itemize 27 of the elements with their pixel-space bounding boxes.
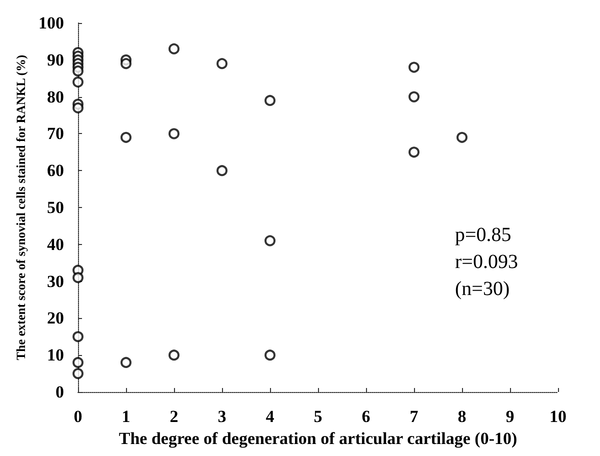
x-tick-label: 9 xyxy=(506,407,514,426)
annotation: p=0.85 xyxy=(455,224,512,246)
x-tick-label: 4 xyxy=(266,407,275,426)
y-tick-label: 50 xyxy=(47,198,64,217)
x-tick-label: 0 xyxy=(74,407,82,426)
y-tick-label: 100 xyxy=(38,14,64,32)
x-axis-title: The degree of degeneration of articular cartilage (0-10) xyxy=(118,429,518,448)
x-tick-label: 5 xyxy=(314,407,322,426)
annotation: r=0.093 xyxy=(455,251,518,273)
x-tick-label: 2 xyxy=(170,407,178,426)
y-tick-label: 0 xyxy=(56,382,64,402)
y-axis-title: The extent score of synovial cells stained for RANKL (%) xyxy=(14,54,28,360)
x-tick-label: 6 xyxy=(362,407,370,426)
y-tick-label: 10 xyxy=(47,346,64,365)
x-tick-label: 3 xyxy=(218,407,226,426)
x-tick-label: 8 xyxy=(458,407,466,426)
x-tick-label: 10 xyxy=(550,407,566,426)
x-tick-label: 7 xyxy=(410,407,419,426)
y-tick-label: 70 xyxy=(47,124,64,144)
y-tick-label: 80 xyxy=(47,87,64,106)
y-tick-label: 90 xyxy=(47,50,64,70)
x-tick-label: 1 xyxy=(122,407,130,426)
y-tick-label: 40 xyxy=(47,234,64,254)
y-tick-label: 30 xyxy=(47,272,64,291)
y-tick-label: 60 xyxy=(47,161,64,180)
y-tick-label: 20 xyxy=(47,308,64,328)
annotation: (n=30) xyxy=(455,278,510,300)
